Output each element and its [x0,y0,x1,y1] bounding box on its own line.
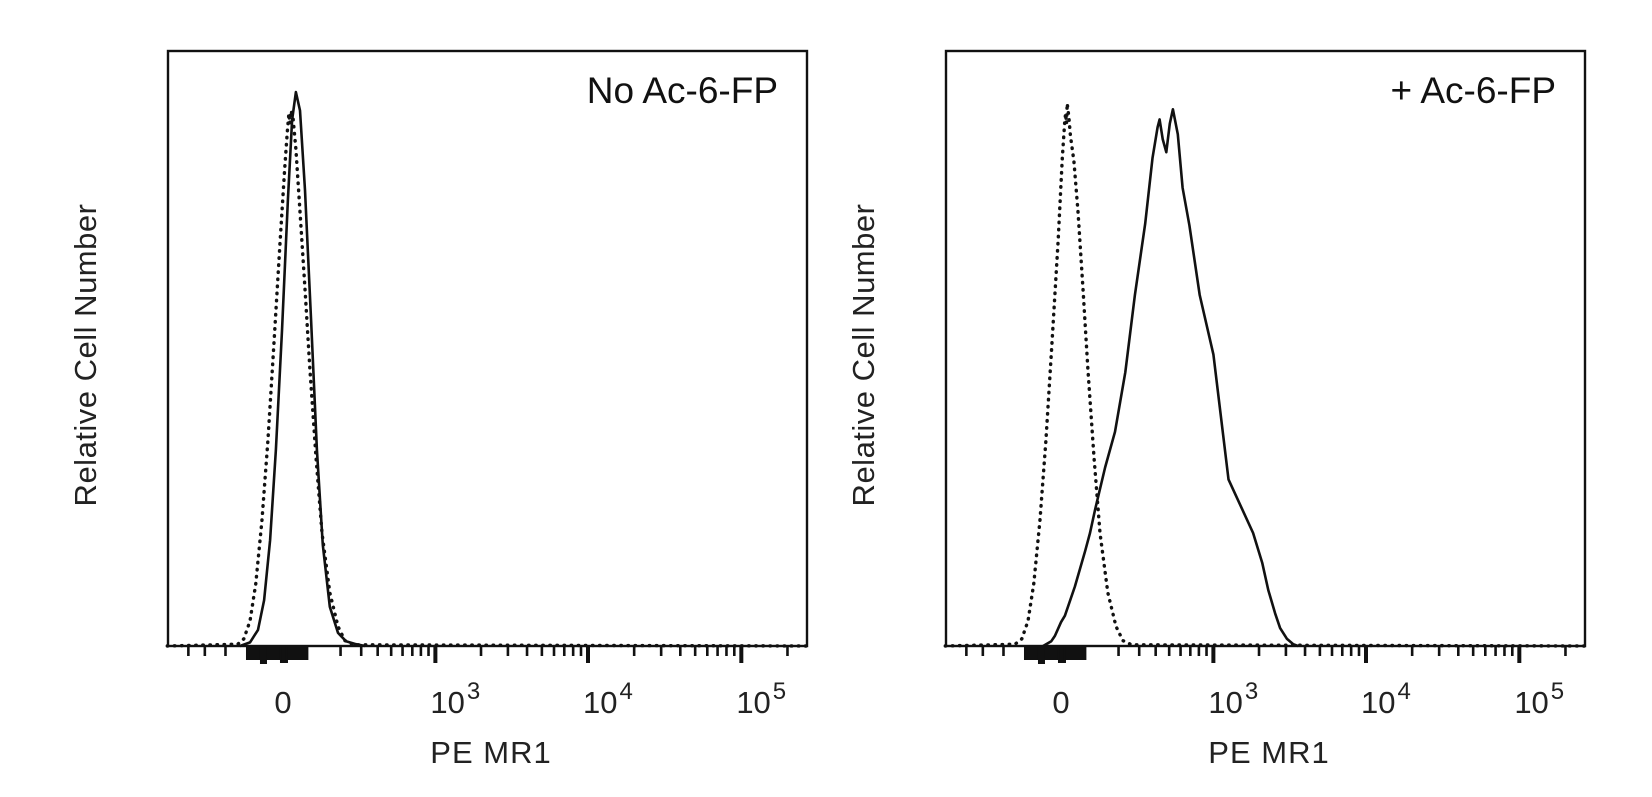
x-tick-label: 105 [1514,678,1565,720]
zero-tick-cluster [1023,647,1087,660]
zero-tick-cluster [1037,647,1045,664]
histogram-curve-solid [1042,108,1299,648]
plot-box [166,49,809,648]
x-tick-label: 103 [430,678,481,720]
panel-title-left: No Ac-6-FP [586,70,778,111]
histogram-curve-solid [239,90,366,648]
histogram-curve-dotted [943,101,1587,648]
x-tick-label: 0 [1052,685,1070,720]
y-axis-label-right: Relative Cell Number [846,203,881,507]
x-tick-label: 0 [274,685,292,720]
histogram-curve-dotted [165,108,809,648]
zero-tick-cluster [259,647,267,664]
x-tick-label: 105 [736,678,787,720]
zero-tick-cluster [245,647,309,660]
y-axis-label-left: Relative Cell Number [68,203,103,507]
x-tick-label: 104 [1361,678,1411,720]
x-tick-label: 103 [1208,678,1259,720]
x-axis-label-left: PE MR1 [430,735,552,770]
x-tick-label: 104 [583,678,633,720]
plot-box [944,49,1587,648]
panel-title-right: + Ac-6-FP [1390,70,1556,111]
x-axis-label-right: PE MR1 [1208,735,1330,770]
